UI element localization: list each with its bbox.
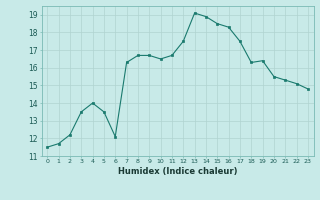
X-axis label: Humidex (Indice chaleur): Humidex (Indice chaleur) xyxy=(118,167,237,176)
